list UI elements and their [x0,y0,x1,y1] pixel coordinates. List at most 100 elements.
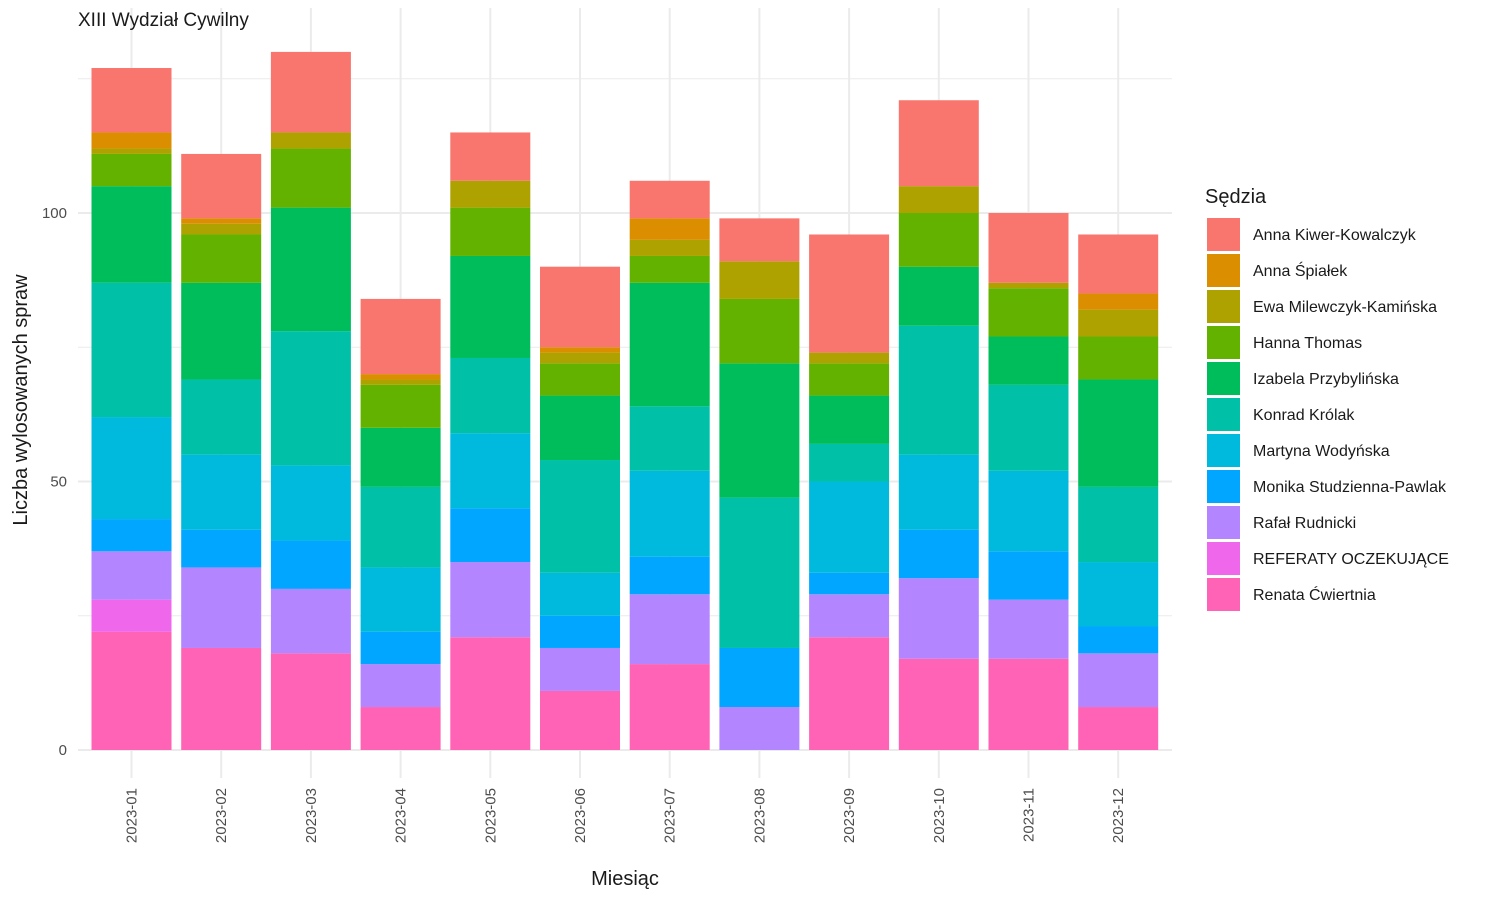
x-axis-title: Miesiąc [591,868,659,890]
x-tick-label: 2023-05 [482,788,499,843]
bar-segment [270,465,351,541]
bar-segment [629,218,710,240]
bar-segment [809,443,890,482]
bar-segment [988,213,1069,283]
bar-segment [988,384,1069,471]
bar-segment [360,427,441,487]
bar-segment [1078,707,1159,750]
bar-segment [1078,309,1159,337]
bar-segment [1078,293,1159,310]
bar-segment [91,519,172,552]
bar-segment [629,556,710,595]
legend-label: Anna Kiwer-Kowalczyk [1253,227,1417,244]
bar-segment [360,567,441,632]
y-tick-label: 0 [59,742,67,759]
bar-segment [360,664,441,708]
bar-segment [360,384,441,428]
y-axis-title: Liczba wylosowanych spraw [10,274,32,526]
bar-segment [270,207,351,332]
bar-segment [898,578,979,659]
bar-segment [809,363,890,396]
bar-segment [809,637,890,750]
x-tick-label: 2023-04 [393,788,410,843]
bar-segment [360,486,441,568]
bar-segment [540,363,620,396]
bar-segment [270,653,351,750]
bar-segment [1078,653,1159,708]
bar-segment [270,331,351,466]
bar-segment [809,234,890,353]
x-tick-label: 2023-01 [124,788,141,843]
bar-segment [450,207,531,256]
bar-segment [540,615,620,648]
chart-title: XIII Wydział Cywilny [78,10,249,31]
bar-segment [91,282,172,418]
x-tick-label: 2023-03 [303,788,320,843]
bar-segment [629,470,710,557]
legend: Sędzia Anna Kiwer-Kowalczyk Anna Śpiałek E… [1205,186,1449,611]
legend-swatch [1207,218,1240,251]
legend-label: Ewa Milewczyk-Kamińska [1253,299,1437,316]
bar-segment [629,406,710,471]
bar-segment [181,282,262,380]
bar-segment [898,658,979,750]
legend-swatch [1207,254,1240,287]
bar-segment [898,213,979,267]
bar-segment [988,336,1069,385]
bar-segment [629,239,710,256]
legend-label: Martyna Wodyńska [1253,443,1390,460]
bar-segment [91,599,172,632]
bar-segment [809,572,890,595]
bar-segment [988,470,1069,552]
bar-segment [270,540,351,589]
bar-segment [181,454,262,530]
x-tick-label: 2023-12 [1110,788,1127,843]
bar-segment [540,647,620,691]
bar-segment [181,379,262,455]
bar-segment [450,132,531,181]
x-tick-label: 2023-11 [1021,788,1038,842]
bar-segment [450,508,531,563]
bar-segment [360,374,441,380]
y-tick-label: 100 [42,205,67,222]
bar-segment [809,481,890,573]
bar-segment [270,51,351,133]
bar-segment [450,562,531,638]
legend-label: Renata Ćwiertnia [1253,585,1376,604]
bar-segment [270,132,351,149]
bar-segment [1078,234,1159,294]
bar-segment [91,68,172,133]
legend-swatch [1207,326,1240,359]
bar-segment [1078,626,1159,654]
bar-segment [450,637,531,750]
bar-segment [719,261,800,299]
bar-segment [540,395,620,461]
bar-segment [91,551,172,600]
bar-segment [450,180,531,208]
bar-segment [91,631,172,750]
bar-segment [898,529,979,579]
bar-segment [181,567,262,648]
x-tick-label: 2023-09 [841,788,858,843]
legend-label: REFERATY OCZEKUJĄCE [1253,551,1449,568]
bar-segment [719,707,800,750]
bar-segment [719,647,800,708]
bar-segment [719,497,800,648]
bar-segment [181,153,262,219]
bar-segment [91,186,172,283]
bar-segment [1078,379,1159,487]
bar-segment [91,148,172,154]
bar-segment [360,379,441,385]
bar-segment [540,460,620,573]
legend-label: Anna Śpiałek [1253,261,1348,280]
bar-segment [719,363,800,498]
bar-segment [91,417,172,520]
bar-segment [629,282,710,407]
bar-segment [898,325,979,455]
bar-segment [540,266,620,348]
legend-swatch [1207,398,1240,431]
bar-segment [540,572,620,616]
bar-segment [629,664,710,750]
bar-segment [540,352,620,364]
